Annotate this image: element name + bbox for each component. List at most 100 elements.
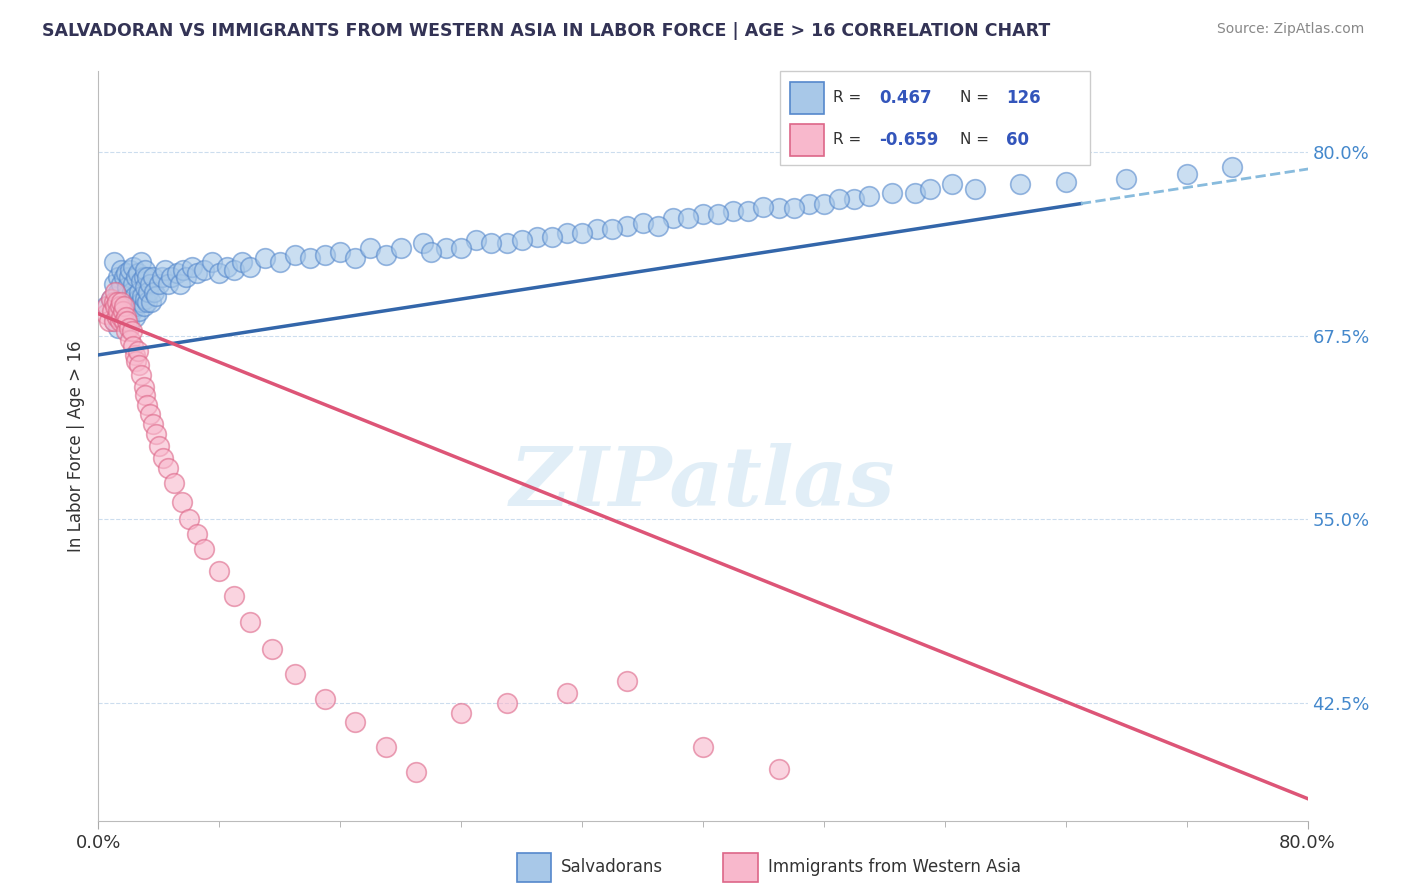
Text: ZIPatlas: ZIPatlas bbox=[510, 443, 896, 524]
Point bbox=[127, 343, 149, 358]
Point bbox=[103, 255, 125, 269]
Point bbox=[134, 280, 156, 294]
Point bbox=[120, 262, 142, 277]
Y-axis label: In Labor Force | Age > 16: In Labor Force | Age > 16 bbox=[66, 340, 84, 552]
Point bbox=[737, 203, 759, 218]
Point bbox=[495, 236, 517, 251]
Point bbox=[122, 300, 145, 314]
Point bbox=[880, 186, 903, 201]
Point bbox=[118, 270, 141, 285]
Point bbox=[344, 715, 367, 730]
Point bbox=[186, 527, 208, 541]
Point bbox=[136, 285, 159, 299]
Point bbox=[135, 270, 157, 285]
Point bbox=[434, 241, 457, 255]
Point bbox=[344, 251, 367, 265]
Point bbox=[495, 696, 517, 710]
Point bbox=[111, 292, 134, 306]
Point bbox=[616, 219, 638, 233]
Point bbox=[284, 248, 307, 262]
Point bbox=[114, 325, 136, 339]
Point bbox=[125, 353, 148, 368]
Point bbox=[941, 178, 963, 192]
Point bbox=[174, 270, 197, 285]
Point bbox=[104, 285, 127, 299]
Point bbox=[179, 512, 201, 526]
Point bbox=[120, 292, 142, 306]
Point bbox=[107, 295, 129, 310]
Point bbox=[96, 300, 118, 314]
Point bbox=[239, 615, 262, 630]
Point bbox=[107, 303, 129, 318]
Point bbox=[253, 251, 276, 265]
Point bbox=[132, 270, 155, 285]
Point bbox=[374, 248, 396, 262]
Point bbox=[193, 541, 215, 556]
Point bbox=[752, 200, 775, 214]
Point bbox=[112, 300, 135, 314]
Point bbox=[208, 266, 231, 280]
Point bbox=[129, 295, 152, 310]
Point bbox=[122, 260, 145, 274]
Text: R =: R = bbox=[832, 132, 860, 147]
Point bbox=[692, 740, 714, 755]
Text: N =: N = bbox=[960, 132, 988, 147]
Point bbox=[114, 310, 136, 324]
Point bbox=[115, 300, 138, 314]
Point bbox=[145, 427, 167, 442]
Point bbox=[110, 262, 132, 277]
Point bbox=[139, 407, 162, 421]
Point bbox=[103, 277, 125, 292]
Point bbox=[115, 314, 138, 328]
Point bbox=[103, 314, 125, 328]
Point bbox=[139, 277, 162, 292]
Point bbox=[127, 266, 149, 280]
Point bbox=[134, 262, 156, 277]
Point bbox=[262, 641, 284, 656]
Point bbox=[134, 387, 156, 401]
Point bbox=[813, 196, 835, 211]
Point bbox=[299, 251, 322, 265]
Point bbox=[134, 292, 156, 306]
Point bbox=[329, 245, 352, 260]
Point bbox=[156, 277, 179, 292]
Text: N =: N = bbox=[960, 90, 988, 105]
Point bbox=[768, 762, 790, 776]
Point bbox=[166, 266, 188, 280]
Point bbox=[124, 348, 146, 362]
Point bbox=[105, 289, 128, 303]
Point bbox=[105, 295, 128, 310]
Point bbox=[156, 461, 179, 475]
Point bbox=[110, 310, 132, 324]
Point bbox=[797, 196, 820, 211]
Point bbox=[163, 475, 186, 490]
Point bbox=[121, 325, 143, 339]
Point bbox=[112, 303, 135, 318]
Point bbox=[768, 201, 790, 215]
Point bbox=[100, 292, 122, 306]
Point bbox=[526, 230, 548, 244]
Point bbox=[118, 295, 141, 310]
Point bbox=[128, 358, 150, 372]
Point bbox=[904, 186, 927, 201]
Text: SALVADORAN VS IMMIGRANTS FROM WESTERN ASIA IN LABOR FORCE | AGE > 16 CORRELATION: SALVADORAN VS IMMIGRANTS FROM WESTERN AS… bbox=[42, 22, 1050, 40]
Point bbox=[142, 270, 165, 285]
Point bbox=[110, 307, 132, 321]
Point bbox=[135, 295, 157, 310]
Point bbox=[94, 307, 117, 321]
Point bbox=[450, 706, 472, 721]
Point bbox=[127, 292, 149, 306]
Point bbox=[103, 295, 125, 310]
Point bbox=[481, 236, 503, 251]
Text: 60: 60 bbox=[1007, 131, 1029, 149]
Point bbox=[1054, 175, 1077, 189]
Point bbox=[122, 277, 145, 292]
Point bbox=[269, 255, 291, 269]
Point bbox=[918, 182, 941, 196]
Point bbox=[112, 314, 135, 328]
Point bbox=[129, 255, 152, 269]
Bar bbox=[790, 82, 824, 113]
Point bbox=[153, 262, 176, 277]
Point bbox=[314, 691, 336, 706]
Point bbox=[118, 321, 141, 335]
